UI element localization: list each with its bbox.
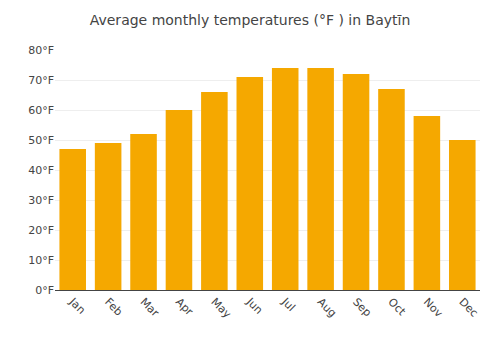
svg-text:Average monthly temperatures (: Average monthly temperatures (°F ) in Ba… <box>90 12 411 28</box>
svg-text:Jun: Jun <box>243 295 265 317</box>
svg-text:80°F: 80°F <box>28 44 54 57</box>
svg-text:0°F: 0°F <box>35 284 54 297</box>
svg-text:60°F: 60°F <box>28 104 54 117</box>
svg-text:70°F: 70°F <box>28 74 54 87</box>
svg-text:Aug: Aug <box>315 296 339 320</box>
svg-text:10°F: 10°F <box>28 254 54 267</box>
svg-text:Jul: Jul <box>278 295 297 314</box>
svg-text:Dec: Dec <box>456 296 480 320</box>
svg-text:50°F: 50°F <box>28 134 54 147</box>
svg-text:Mar: Mar <box>138 296 162 320</box>
svg-text:Sep: Sep <box>350 296 374 320</box>
svg-text:Nov: Nov <box>421 296 446 321</box>
svg-text:May: May <box>208 296 234 322</box>
svg-text:Jan: Jan <box>66 295 88 317</box>
svg-text:40°F: 40°F <box>28 164 54 177</box>
svg-text:Oct: Oct <box>385 296 408 319</box>
svg-text:Apr: Apr <box>173 296 196 319</box>
svg-text:Feb: Feb <box>102 296 125 319</box>
svg-text:20°F: 20°F <box>28 224 54 237</box>
svg-text:30°F: 30°F <box>28 194 54 207</box>
